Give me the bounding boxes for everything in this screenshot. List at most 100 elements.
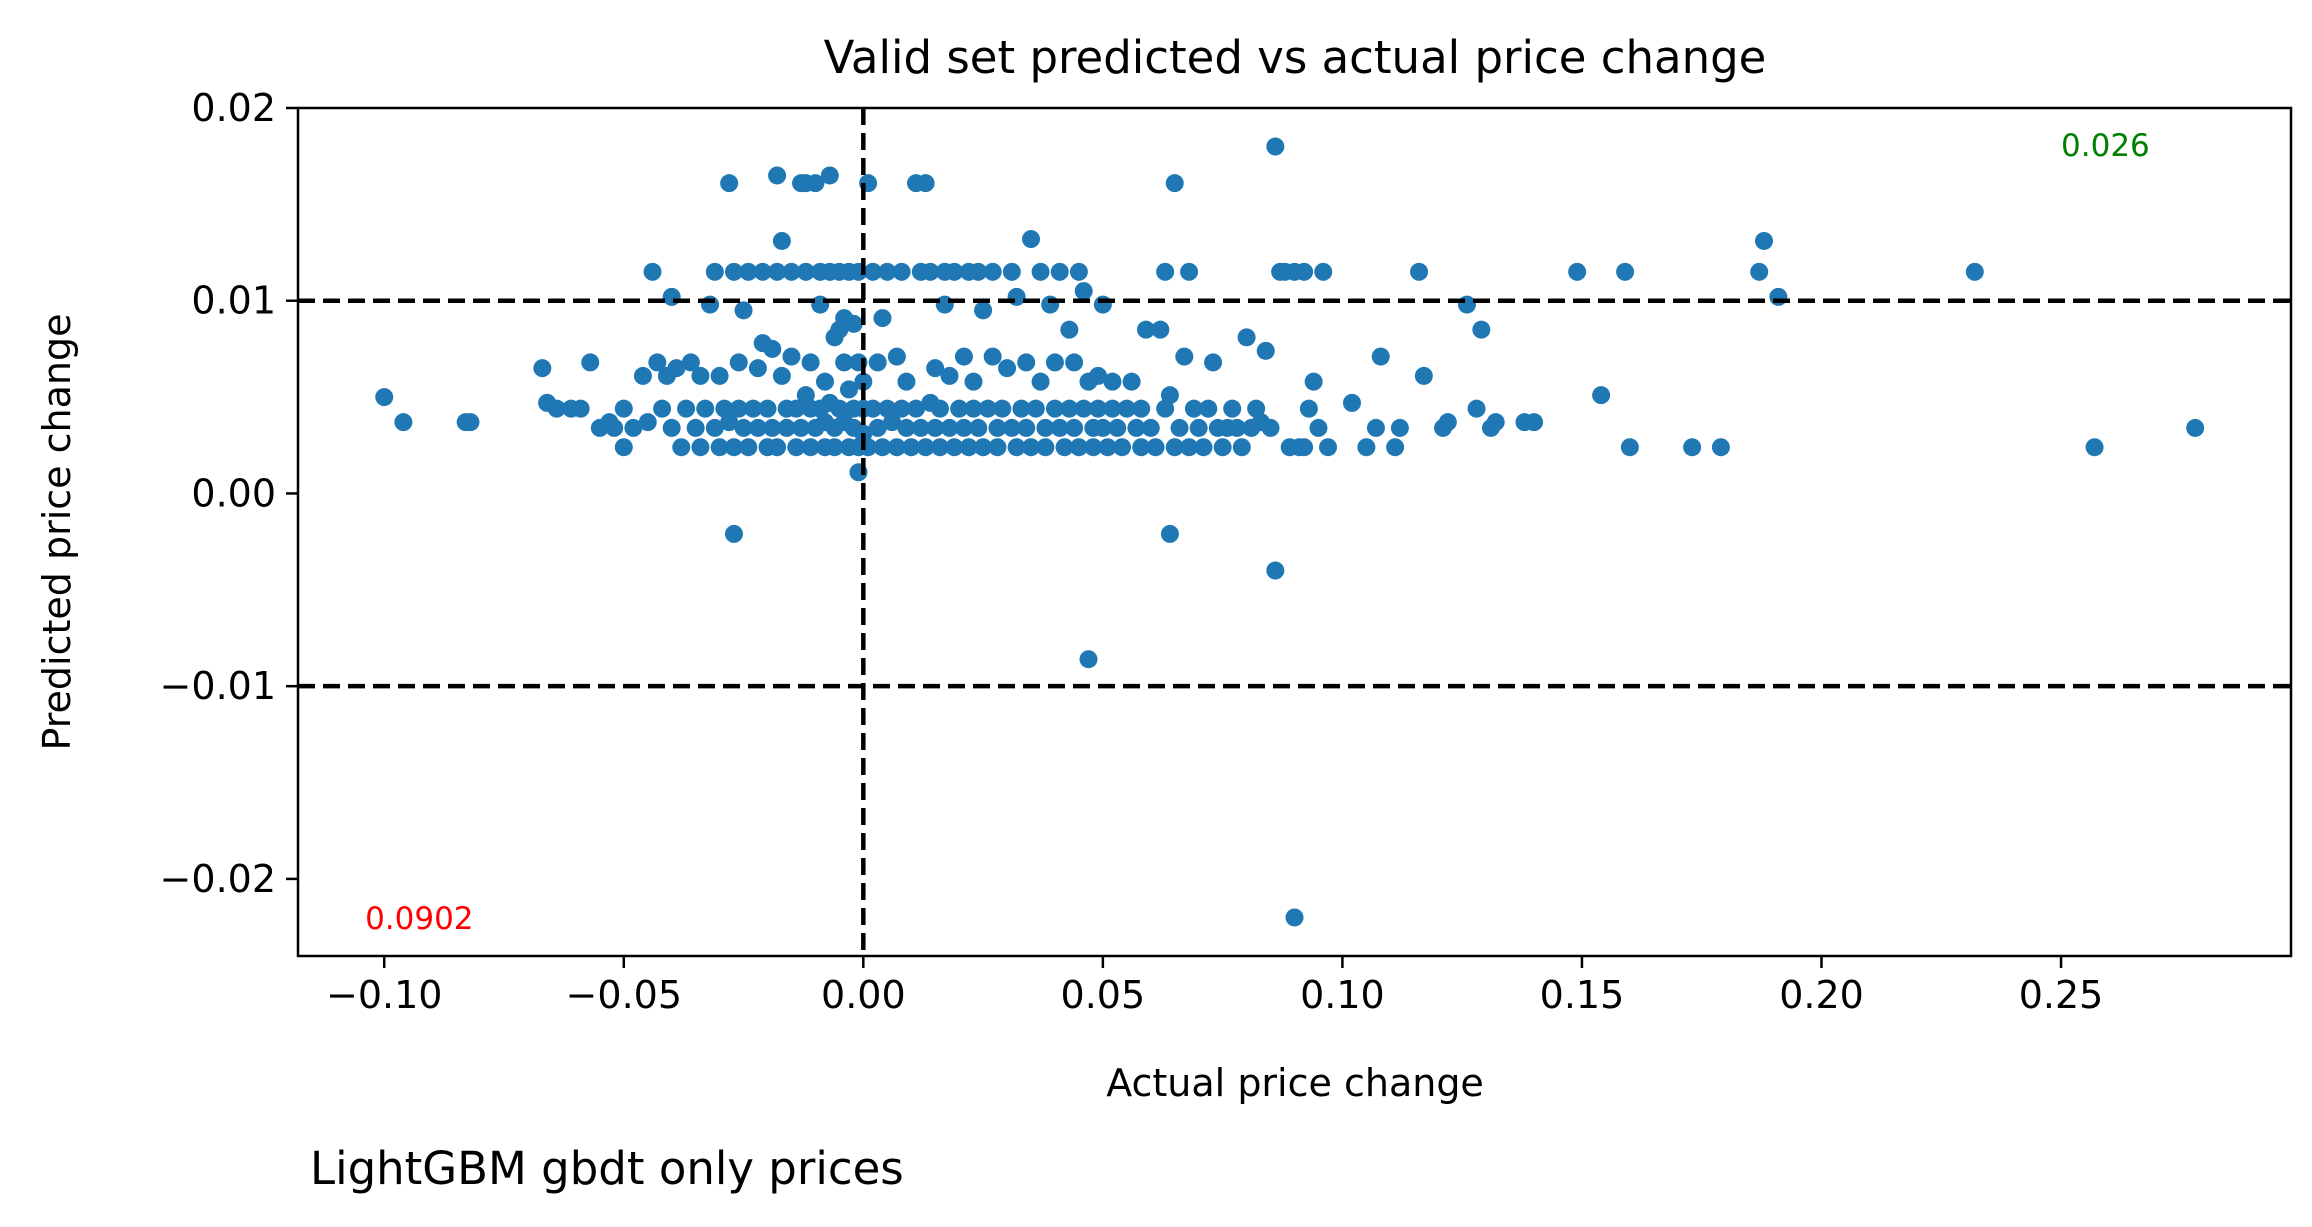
data-point — [461, 413, 480, 432]
data-point — [1472, 320, 1491, 339]
data-point — [724, 438, 743, 457]
data-point — [758, 399, 777, 418]
data-point — [1012, 399, 1031, 418]
data-point — [710, 438, 729, 457]
data-point — [1146, 438, 1165, 457]
data-point — [1002, 418, 1021, 437]
data-point — [1295, 438, 1314, 457]
data-point — [1079, 650, 1098, 669]
data-point — [739, 438, 758, 457]
data-point — [624, 418, 643, 437]
data-point — [1410, 262, 1429, 281]
data-point — [777, 418, 796, 437]
data-point — [1414, 366, 1433, 385]
data-point — [820, 166, 839, 185]
data-point — [633, 366, 652, 385]
data-point — [1122, 372, 1141, 391]
axes: −0.10 −0.05 0.00 0.05 0.10 0.15 0.20 0.25 0.02 0.… — [160, 86, 2104, 1017]
data-point — [653, 399, 672, 418]
data-point — [921, 262, 940, 281]
data-point — [1232, 438, 1251, 457]
data-point — [1457, 295, 1476, 314]
data-point — [705, 418, 724, 437]
data-point — [782, 262, 801, 281]
data-point — [897, 372, 916, 391]
data-point — [1386, 438, 1405, 457]
data-point — [1199, 399, 1218, 418]
data-point — [1069, 438, 1088, 457]
data-point — [581, 353, 600, 372]
data-point — [883, 413, 902, 432]
data-point — [1683, 438, 1702, 457]
data-point — [1017, 418, 1036, 437]
data-point — [1031, 372, 1050, 391]
data-point — [978, 399, 997, 418]
data-point — [1084, 438, 1103, 457]
data-point — [614, 399, 633, 418]
data-point — [1165, 438, 1184, 457]
data-point — [950, 399, 969, 418]
data-point — [1045, 353, 1064, 372]
x-tick-label: 0.25 — [2019, 973, 2104, 1017]
data-point — [763, 339, 782, 358]
data-point — [1055, 438, 1074, 457]
data-point — [1132, 399, 1151, 418]
data-point — [954, 418, 973, 437]
data-point — [677, 399, 696, 418]
data-point — [1007, 287, 1026, 306]
data-point — [916, 438, 935, 457]
data-point — [1093, 295, 1112, 314]
data-point — [748, 418, 767, 437]
data-point — [1002, 262, 1021, 281]
data-point — [724, 262, 743, 281]
data-point — [734, 418, 753, 437]
data-point — [998, 359, 1017, 378]
data-point — [954, 347, 973, 366]
data-point — [1074, 399, 1093, 418]
data-point — [1180, 262, 1199, 281]
data-point — [1031, 262, 1050, 281]
data-point — [772, 366, 791, 385]
data-point — [648, 353, 667, 372]
data-point — [1223, 399, 1242, 418]
data-point — [892, 262, 911, 281]
data-point — [720, 413, 739, 432]
data-point — [744, 399, 763, 418]
data-point — [1113, 438, 1132, 457]
data-point — [1228, 418, 1247, 437]
data-point — [1089, 399, 1108, 418]
data-point — [1069, 262, 1088, 281]
data-point — [1065, 418, 1084, 437]
data-point — [1309, 418, 1328, 437]
data-point — [1525, 413, 1544, 432]
data-point — [1136, 320, 1155, 339]
data-point — [705, 262, 724, 281]
data-point — [724, 524, 743, 543]
x-tick-label: 0.00 — [821, 973, 906, 1017]
data-point — [897, 418, 916, 437]
data-point — [787, 399, 806, 418]
data-point — [1065, 353, 1084, 372]
plot-area: 0.026 0.0902 — [298, 108, 2291, 956]
data-point — [571, 399, 590, 418]
data-point — [1180, 438, 1199, 457]
annotation-label: 0.026 — [2061, 128, 2150, 164]
data-point — [930, 438, 949, 457]
x-tick-label: 0.20 — [1779, 973, 1864, 1017]
data-point — [1568, 262, 1587, 281]
annotation-label: 0.0902 — [365, 901, 473, 937]
data-point — [686, 418, 705, 437]
data-point — [1237, 328, 1256, 347]
x-tick-label: −0.10 — [326, 973, 442, 1017]
data-point — [815, 372, 834, 391]
data-point — [1093, 418, 1112, 437]
data-point — [753, 262, 772, 281]
x-axis-label: Actual price change — [1106, 1061, 1484, 1105]
data-point — [638, 413, 657, 432]
data-point — [1160, 386, 1179, 405]
data-point — [945, 262, 964, 281]
data-point — [1769, 287, 1788, 306]
data-point — [964, 372, 983, 391]
data-point — [844, 314, 863, 333]
